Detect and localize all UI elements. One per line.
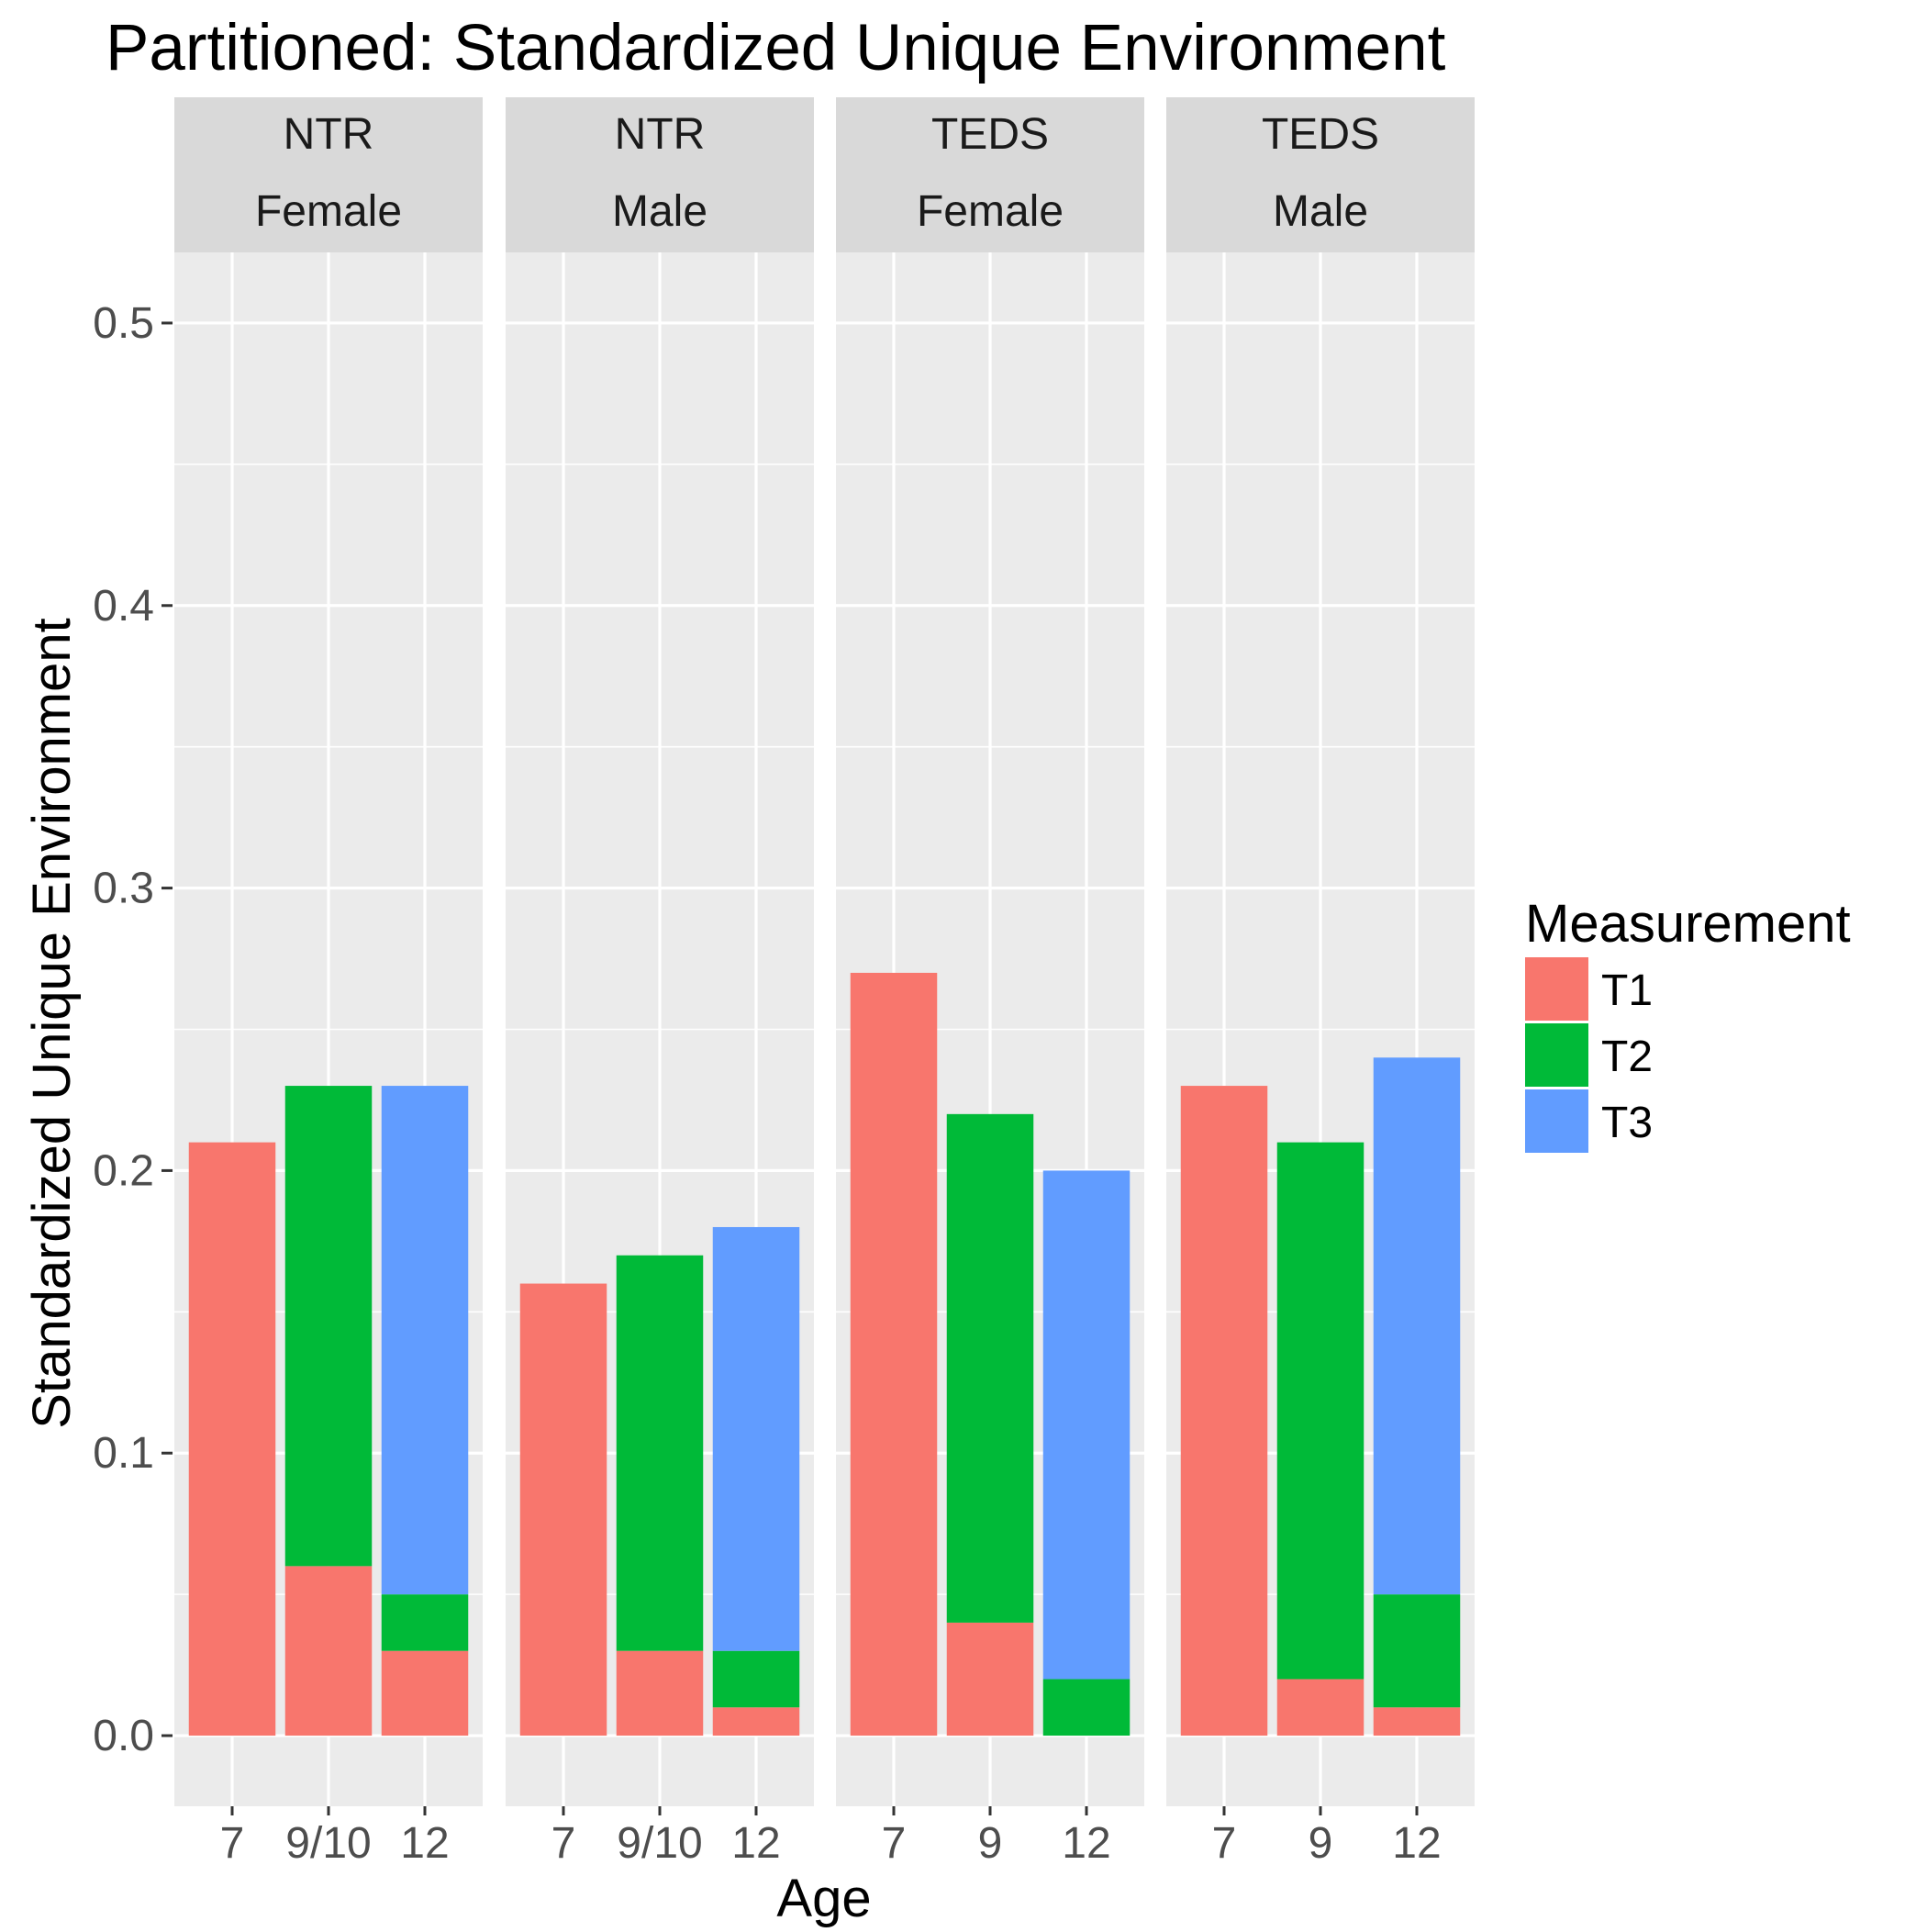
bar-segment-t2 [1373, 1594, 1461, 1708]
bar-segment-t2 [381, 1594, 469, 1651]
bar-segment-t3 [381, 1086, 469, 1595]
bar-segment-t2 [946, 1113, 1034, 1623]
y-tick-label: 0.5 [93, 299, 154, 348]
facet-strip-label: TEDS [931, 110, 1049, 159]
bar-segment-t1 [1180, 1086, 1268, 1737]
bar-segment-t2 [712, 1650, 800, 1708]
x-tick-label: 12 [1062, 1819, 1110, 1868]
facet-panel: TEDS Male 7 9 12 [1166, 97, 1475, 1868]
x-tick-label: 12 [1392, 1819, 1441, 1868]
facet-strip-label: Female [255, 187, 402, 236]
facet-strip [506, 97, 814, 252]
bar-segment-t3 [1373, 1057, 1461, 1595]
facet-panels: NTR Female 7 9/10 12 NTR Male 7 9/10 12 TEDS Female… [174, 97, 1475, 1868]
facet-strip [1166, 97, 1475, 252]
bar-segment-t1 [284, 1566, 373, 1737]
legend: Measurement T1 T2 T3 [1525, 894, 1851, 1153]
bar-segment-t1 [850, 972, 938, 1737]
legend-title: Measurement [1525, 894, 1851, 954]
bar-segment-t1 [616, 1650, 704, 1737]
facet-panel: NTR Female 7 9/10 12 [174, 97, 483, 1868]
bar-segment-t1 [188, 1142, 276, 1737]
bar-segment-t1 [1373, 1707, 1461, 1737]
facet-strip-label: NTR [615, 110, 706, 159]
x-tick-label: 9/10 [617, 1819, 702, 1868]
x-tick-label: 9/10 [285, 1819, 371, 1868]
x-tick-label: 12 [731, 1819, 780, 1868]
y-tick-label: 0.0 [93, 1712, 154, 1760]
bar-segment-t2 [616, 1255, 704, 1651]
x-tick-label: 9 [1309, 1819, 1333, 1868]
facet-panel: NTR Male 7 9/10 12 [506, 97, 814, 1868]
bar-segment-t1 [381, 1650, 469, 1737]
bar-segment-t1 [712, 1707, 800, 1737]
bar-segment-t2 [1276, 1142, 1364, 1680]
legend-label: T1 [1601, 966, 1653, 1015]
x-tick-label: 7 [220, 1819, 245, 1868]
bar-segment-t1 [519, 1283, 607, 1737]
bar-segment-t1 [946, 1622, 1034, 1737]
x-tick-label: 7 [1212, 1819, 1237, 1868]
y-axis: 0.0 0.1 0.2 0.3 0.4 0.5 [93, 299, 173, 1760]
facet-strip-label: TEDS [1262, 110, 1379, 159]
x-tick-label: 9 [978, 1819, 1003, 1868]
facet-strip-label: Male [1273, 187, 1368, 236]
chart-title: Partitioned: Standardized Unique Environ… [106, 12, 1446, 84]
facet-strip [836, 97, 1144, 252]
bar-segment-t3 [712, 1226, 800, 1651]
legend-label: T2 [1601, 1033, 1653, 1081]
legend-key-t1 [1525, 957, 1588, 1021]
x-tick-label: 12 [400, 1819, 449, 1868]
facet-panel: TEDS Female 7 9 12 [836, 97, 1144, 1868]
y-tick-label: 0.3 [93, 865, 154, 913]
facet-strip [174, 97, 483, 252]
bar-segment-t2 [284, 1086, 373, 1567]
legend-key-t2 [1525, 1023, 1588, 1087]
facet-strip-label: Male [612, 187, 707, 236]
legend-key-t3 [1525, 1089, 1588, 1153]
x-axis-title: Age [776, 1869, 871, 1927]
y-tick-label: 0.2 [93, 1146, 154, 1195]
x-tick-label: 7 [882, 1819, 907, 1868]
y-tick-label: 0.4 [93, 582, 154, 631]
facet-strip-label: Female [917, 187, 1064, 236]
x-tick-label: 7 [551, 1819, 576, 1868]
y-tick-label: 0.1 [93, 1429, 154, 1478]
bar-segment-t1 [1276, 1679, 1364, 1737]
bar-segment-t3 [1042, 1170, 1131, 1680]
bar-segment-t2 [1042, 1679, 1131, 1737]
facet-strip-label: NTR [284, 110, 374, 159]
y-axis-title: Standardized Unique Environment [22, 618, 82, 1428]
legend-label: T3 [1601, 1099, 1653, 1147]
